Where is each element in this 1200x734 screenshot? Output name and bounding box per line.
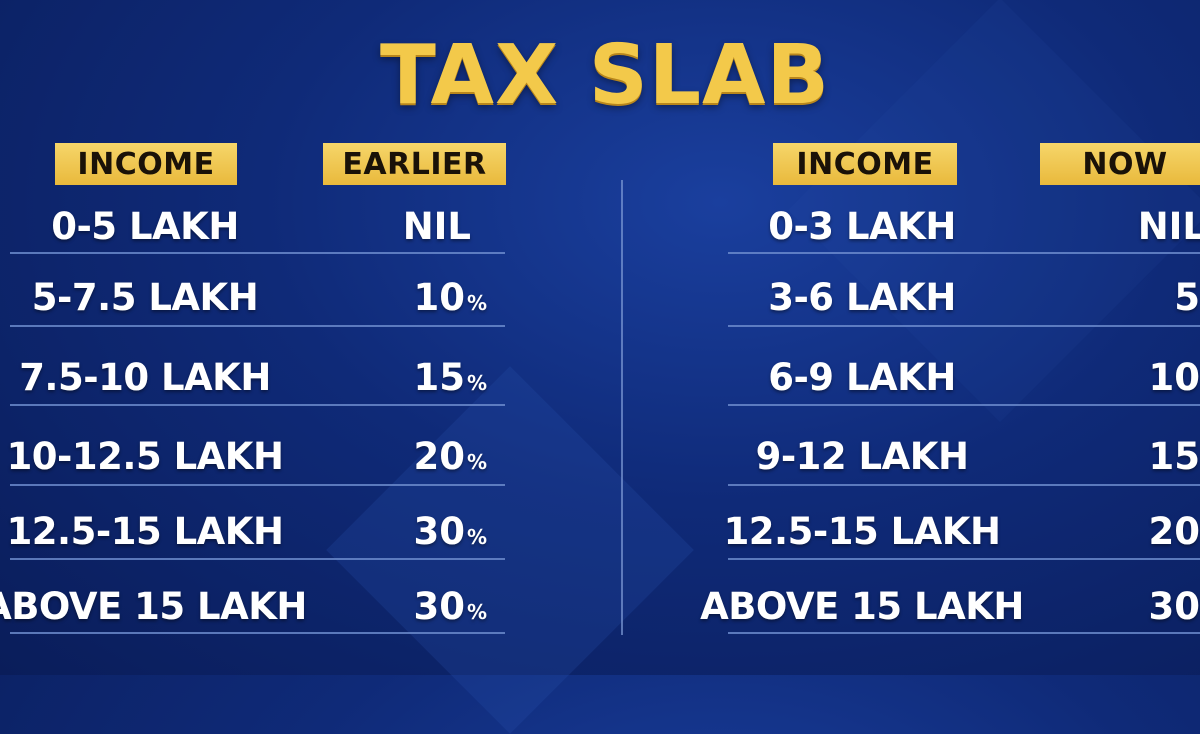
right-income-cell: 3-6 LAKH: [768, 276, 956, 319]
row-divider: [728, 484, 1200, 486]
row-divider: [728, 325, 1200, 327]
percent-sign: %: [466, 450, 487, 474]
left-income-cell: 0-5 LAKH: [51, 205, 239, 248]
left-income-header: INCOME: [55, 143, 237, 185]
right-rate-cell: NIL: [1138, 205, 1200, 248]
background-shape: [326, 366, 694, 734]
right-income-header: INCOME: [773, 143, 957, 185]
rate-value: 15: [413, 356, 465, 399]
right-rate-cell: 20%: [1148, 510, 1200, 553]
rate-value: 15: [1148, 435, 1200, 478]
page-title: TAX SLAB: [379, 28, 831, 123]
row-divider: [10, 252, 505, 254]
left-income-cell: 10-12.5 LAKH: [6, 435, 284, 478]
earlier-header: EARLIER: [323, 143, 506, 185]
left-rate-cell: 30%: [413, 510, 487, 553]
percent-sign: %: [466, 371, 487, 395]
right-rate-cell: 30%: [1148, 585, 1200, 628]
row-divider: [728, 632, 1200, 634]
right-income-cell: 0-3 LAKH: [768, 205, 956, 248]
left-income-cell: 5-7.5 LAKH: [31, 276, 259, 319]
row-divider: [10, 558, 505, 560]
row-divider: [10, 325, 505, 327]
left-income-cell: 7.5-10 LAKH: [19, 356, 271, 399]
rate-value: 30: [1148, 585, 1200, 628]
left-rate-cell: 10%: [413, 276, 487, 319]
percent-sign: %: [466, 600, 487, 624]
left-income-cell: 12.5-15 LAKH: [6, 510, 284, 553]
left-rate-cell: 30%: [413, 585, 487, 628]
rate-value: NIL: [402, 205, 471, 248]
column-divider: [621, 180, 623, 635]
row-divider: [10, 404, 505, 406]
rate-value: 30: [413, 585, 465, 628]
row-divider: [728, 558, 1200, 560]
right-rate-cell: 15%: [1148, 435, 1200, 478]
percent-sign: %: [466, 291, 487, 315]
right-rate-cell: 10%: [1148, 356, 1200, 399]
row-divider: [728, 404, 1200, 406]
left-rate-cell: 20%: [413, 435, 487, 478]
rate-value: 10: [413, 276, 465, 319]
rate-value: NIL: [1137, 205, 1200, 248]
rate-value: 5: [1174, 276, 1200, 319]
right-income-cell: ABOVE 15 LAKH: [700, 585, 1024, 628]
rate-value: 20: [1148, 510, 1200, 553]
now-header: NOW: [1040, 143, 1200, 185]
rate-value: 20: [413, 435, 465, 478]
rate-value: 10: [1148, 356, 1200, 399]
left-income-cell: ABOVE 15 LAKH: [0, 585, 307, 628]
row-divider: [10, 632, 505, 634]
rate-value: 30: [413, 510, 465, 553]
row-divider: [728, 252, 1200, 254]
percent-sign: %: [466, 525, 487, 549]
right-income-cell: 9-12 LAKH: [755, 435, 969, 478]
row-divider: [10, 484, 505, 486]
right-income-cell: 12.5-15 LAKH: [723, 510, 1001, 553]
right-rate-cell: 5%: [1174, 276, 1200, 319]
right-income-cell: 6-9 LAKH: [768, 356, 956, 399]
left-rate-cell: 15%: [413, 356, 487, 399]
left-rate-cell: NIL: [403, 205, 473, 248]
